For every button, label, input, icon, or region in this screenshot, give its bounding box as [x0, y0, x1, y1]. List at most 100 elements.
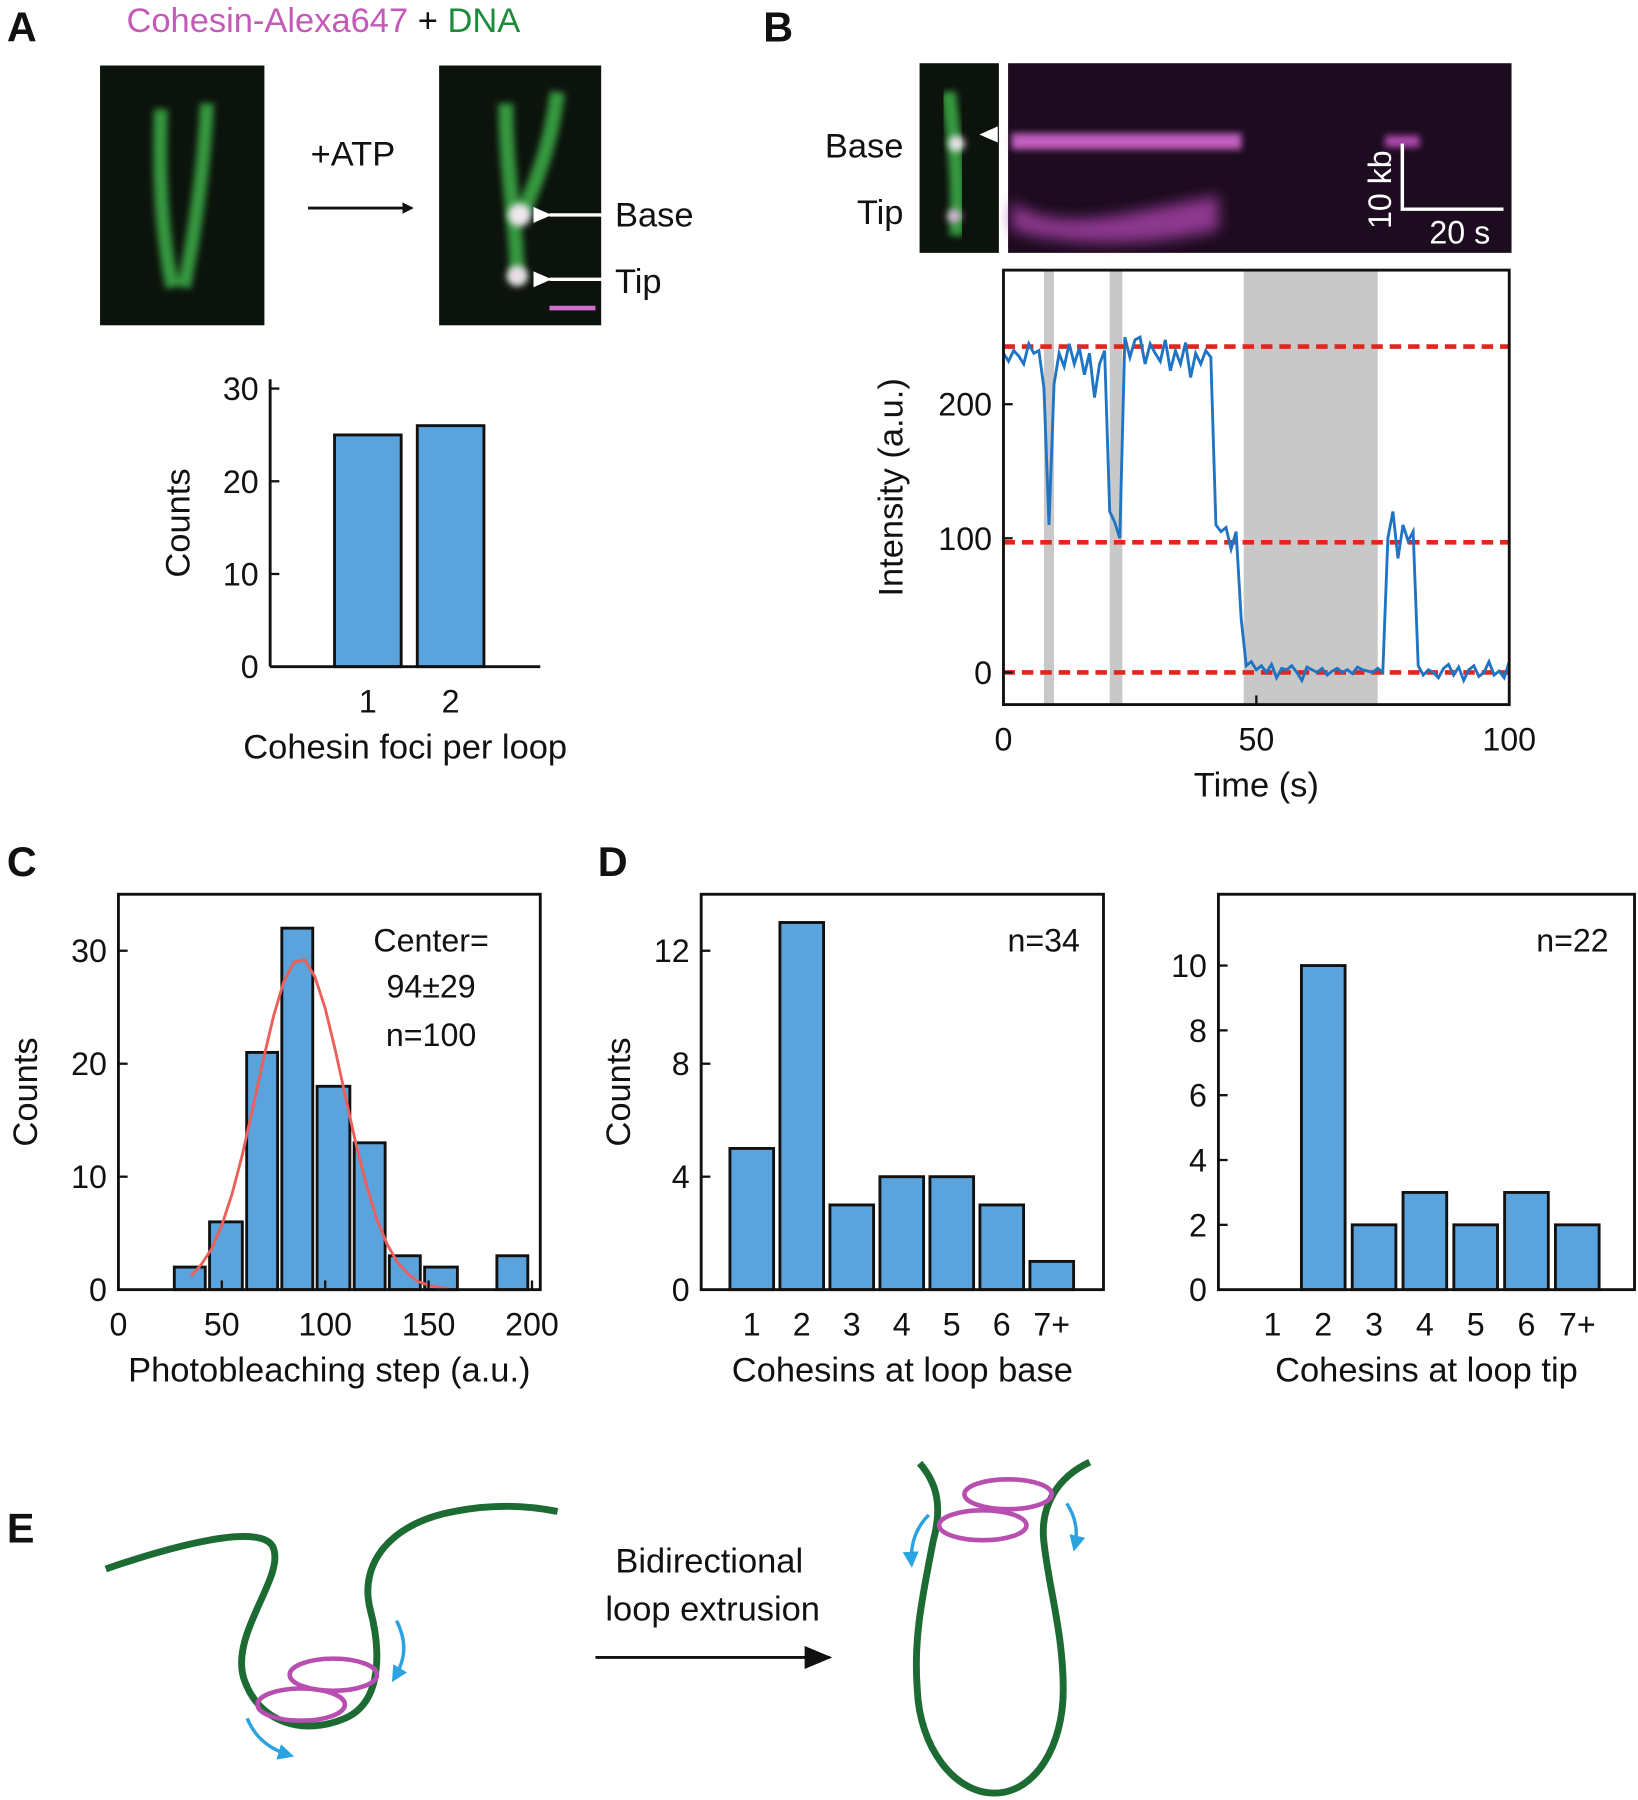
y-tick-label: 10 [1171, 948, 1207, 984]
x-tick-label: 6 [1518, 1307, 1536, 1343]
panel-label: E [7, 1506, 35, 1552]
axes-frame [116, 892, 542, 1292]
x-tick-label: 3 [1365, 1307, 1383, 1343]
bar [415, 424, 486, 669]
y-tick-label: 0 [241, 649, 259, 685]
x-tick-label: 0 [109, 1307, 127, 1343]
data-line [1002, 334, 1511, 685]
y-axis-label: Intensity (a.u.) [872, 378, 910, 596]
bar [728, 1147, 776, 1292]
y-tick-label: 20 [223, 464, 259, 500]
x-tick-label: 3 [843, 1307, 861, 1343]
diagram-label: Bidirectional [615, 1542, 803, 1580]
x-tick-label: 2 [793, 1307, 811, 1343]
y-tick-label: 8 [1189, 1013, 1207, 1049]
x-tick-label: 50 [1238, 722, 1274, 758]
bar [172, 1265, 207, 1292]
shaded-region [1109, 270, 1123, 705]
x-tick-label: 150 [402, 1307, 456, 1343]
x-tick-label: 200 [505, 1307, 559, 1343]
x-tick-label: 7+ [1033, 1307, 1070, 1343]
x-axis-label: Photobleaching step (a.u.) [128, 1352, 530, 1390]
panel-a-title: Cohesin-Alexa647 + DNA [126, 2, 520, 40]
x-tick-label: 5 [1467, 1307, 1485, 1343]
x-tick-label: 50 [204, 1307, 240, 1343]
annotation: n=100 [386, 1017, 476, 1053]
micrograph [100, 65, 265, 326]
x-axis-label: Cohesin foci per loop [243, 729, 567, 767]
bar [828, 1203, 876, 1292]
y-tick-label: 20 [71, 1046, 107, 1082]
y-tick-label: 10 [223, 556, 259, 592]
tip-label: Tip [857, 194, 904, 232]
bar [1452, 1223, 1499, 1292]
y-tick-label: 6 [1189, 1078, 1207, 1114]
bar [1553, 1223, 1601, 1292]
panel-label: D [598, 839, 628, 885]
bar [495, 1254, 530, 1292]
title-part: Cohesin-Alexa647 [126, 2, 408, 40]
x-axis-label: Cohesins at loop tip [1275, 1352, 1578, 1390]
scale-label: 20 s [1429, 215, 1490, 251]
x-tick-label: 1 [743, 1307, 761, 1343]
x-tick-label: 100 [1482, 722, 1536, 758]
title-part: + [418, 2, 438, 40]
tip-label: Tip [615, 263, 662, 301]
micrograph [919, 63, 999, 253]
bar [978, 1203, 1026, 1292]
scale-label: 10 kb [1362, 150, 1398, 229]
y-tick-label: 200 [938, 387, 992, 423]
y-tick-label: 4 [1189, 1143, 1207, 1179]
annotation: n=34 [1007, 923, 1079, 959]
bar [1401, 1190, 1449, 1292]
y-tick-label: 0 [1189, 1272, 1207, 1308]
y-tick-label: 0 [672, 1272, 690, 1308]
y-tick-label: 2 [1189, 1207, 1207, 1243]
bar [387, 1254, 422, 1292]
arrow-label: +ATP [311, 136, 396, 174]
axes-frame [699, 892, 1105, 1292]
base-label: Base [615, 196, 694, 234]
bar [778, 921, 826, 1292]
y-tick-label: 4 [672, 1159, 690, 1195]
annotation: Center= [373, 923, 488, 959]
y-tick-label: 100 [938, 521, 992, 557]
x-tick-label: 100 [298, 1307, 352, 1343]
annotation: n=22 [1536, 923, 1608, 959]
x-tick-label: 2 [442, 684, 460, 720]
fit-curve [189, 958, 450, 1290]
bar [208, 1220, 244, 1292]
bar [315, 1084, 352, 1292]
bar [280, 926, 315, 1292]
y-tick-label: 8 [672, 1046, 690, 1082]
x-tick-label: 5 [943, 1307, 961, 1343]
bar [1028, 1259, 1076, 1292]
bar [1350, 1223, 1398, 1292]
bar [878, 1175, 926, 1292]
x-axis-label: Cohesins at loop base [732, 1352, 1073, 1390]
annotation: 94±29 [386, 969, 475, 1005]
x-tick-label: 7+ [1559, 1307, 1596, 1343]
axes-frame [1216, 892, 1636, 1292]
y-tick-label: 30 [71, 933, 107, 969]
x-axis-label: Time (s) [1194, 767, 1319, 805]
y-tick-label: 30 [223, 371, 259, 407]
bar [333, 433, 403, 669]
diagram [104, 1458, 1092, 1797]
bar [1299, 964, 1347, 1292]
micrograph [439, 65, 602, 326]
base-label: Base [825, 127, 904, 165]
bar [1503, 1190, 1550, 1292]
x-tick-label: 4 [893, 1307, 911, 1343]
bar [928, 1175, 976, 1292]
title-part: DNA [447, 2, 520, 40]
y-tick-label: 0 [89, 1272, 107, 1308]
y-tick-label: 10 [71, 1159, 107, 1195]
panel-label: B [763, 4, 793, 50]
x-tick-label: 4 [1416, 1307, 1434, 1343]
x-tick-label: 0 [995, 722, 1013, 758]
y-tick-label: 0 [974, 655, 992, 691]
diagram-label: loop extrusion [605, 1591, 820, 1629]
